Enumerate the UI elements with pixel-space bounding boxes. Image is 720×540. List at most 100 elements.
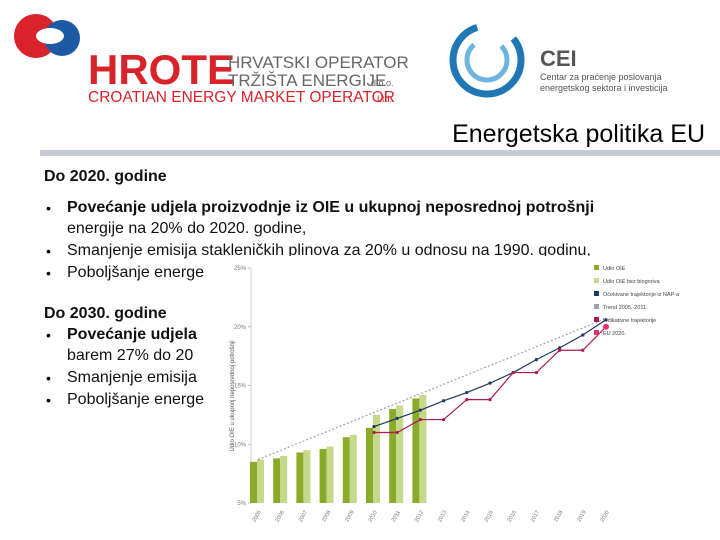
marker bbox=[465, 390, 469, 395]
line bbox=[374, 326, 607, 434]
chart: Udio OIE u ukupnoj neposrednoj potrošnji… bbox=[222, 256, 700, 536]
heading: Do 2030. godine bbox=[44, 305, 167, 322]
marker bbox=[534, 370, 538, 375]
x-tick-label: 2005 bbox=[251, 510, 262, 524]
legend-label: Udio OIE bez biogoriva bbox=[603, 279, 660, 285]
marker bbox=[581, 333, 585, 337]
logo-text: Centar za praćenje poslovanja bbox=[540, 72, 662, 82]
line bbox=[373, 319, 607, 428]
point bbox=[603, 323, 609, 330]
y-tick-label: 25% bbox=[234, 266, 247, 272]
y-tick-label: 20% bbox=[234, 325, 247, 331]
marker bbox=[488, 398, 492, 402]
bullet-text: Povećanje udjela bbox=[67, 326, 197, 343]
bar bbox=[373, 414, 380, 503]
bar bbox=[273, 458, 281, 503]
x-tick-label: 2010 bbox=[367, 510, 378, 524]
legend-swatch bbox=[594, 317, 599, 322]
x-tick-label: 2020 bbox=[599, 510, 610, 524]
marker bbox=[465, 398, 469, 402]
x-tick-label: 2013 bbox=[437, 510, 448, 524]
logo-text: CROATIAN ENERGY MARKET OPERATOR bbox=[88, 89, 395, 106]
marker bbox=[442, 399, 446, 403]
x-tick-label: 2011 bbox=[391, 510, 402, 523]
legend-swatch bbox=[594, 265, 599, 270]
bullet-text: Povećanje udjela proizvodnje iz OIE u uk… bbox=[67, 199, 595, 216]
legend-label: Trend 2005.-2011. bbox=[603, 305, 648, 311]
logo-text: CEI bbox=[540, 46, 577, 71]
slide-title: Energetska politika EU bbox=[452, 120, 705, 148]
y-tick-label: 5% bbox=[237, 501, 246, 507]
marker bbox=[511, 370, 515, 375]
bar bbox=[280, 456, 288, 503]
logo-text: d.o.o. bbox=[371, 78, 394, 88]
cei-logo bbox=[449, 22, 525, 98]
legend-swatch bbox=[594, 291, 599, 296]
bar bbox=[326, 446, 334, 503]
bar bbox=[342, 437, 350, 503]
marker bbox=[442, 417, 446, 422]
legend-swatch bbox=[594, 304, 599, 309]
y-axis-title: Udio OIE u ukupnoj neposrednoj potrošnji bbox=[230, 340, 236, 451]
bullet-text: barem 27% do 20 bbox=[67, 347, 194, 364]
logo-shape bbox=[36, 28, 64, 44]
marker bbox=[558, 348, 562, 352]
header: HROTE HRVATSKI OPERATOR TRŽIŠTA ENERGIJE… bbox=[14, 14, 720, 156]
marker bbox=[534, 358, 538, 362]
bar bbox=[366, 427, 373, 503]
bar bbox=[419, 394, 427, 503]
bullet-text: Smanjenje emisija bbox=[67, 369, 197, 386]
bar bbox=[257, 459, 264, 503]
marker bbox=[372, 425, 376, 429]
marker bbox=[558, 346, 562, 350]
x-tick-label: 2008 bbox=[321, 510, 332, 524]
marker bbox=[418, 408, 422, 412]
x-tick-label: 2006 bbox=[275, 510, 286, 524]
bullet-text: Poboljšanje energe bbox=[67, 391, 204, 408]
x-tick-label: 2016 bbox=[507, 510, 518, 524]
bar bbox=[412, 398, 420, 503]
logo-text: Ltd. bbox=[377, 94, 392, 104]
bullet-text: Poboljšanje energe bbox=[67, 264, 204, 281]
legend-label: Udio OIE bbox=[603, 266, 626, 272]
legend-swatch bbox=[594, 330, 599, 335]
bullet: • bbox=[46, 200, 51, 216]
bullet: • bbox=[46, 265, 51, 281]
marker bbox=[395, 430, 399, 435]
legend-swatch bbox=[594, 278, 599, 283]
logo-text: HRVATSKI OPERATOR bbox=[228, 53, 409, 72]
legend-label: Indikativne trajektorije bbox=[603, 318, 656, 324]
x-tick-label: 2015 bbox=[483, 510, 494, 524]
marker bbox=[418, 417, 422, 422]
x-tick-label: 2014 bbox=[460, 510, 471, 524]
heading: Do 2020. godine bbox=[44, 168, 167, 185]
bullet: • bbox=[46, 370, 51, 386]
marker bbox=[488, 381, 492, 385]
logo-text: TRŽIŠTA ENERGIJE bbox=[228, 71, 386, 90]
bar bbox=[349, 434, 357, 503]
x-tick-label: 2017 bbox=[530, 510, 541, 524]
marker bbox=[581, 348, 585, 352]
bullet-text: energije na 20% do 2020. godine, bbox=[67, 220, 307, 237]
x-tick-label: 2012 bbox=[414, 510, 425, 524]
title-rule bbox=[40, 150, 720, 156]
legend-label: EU 2020. bbox=[603, 331, 626, 337]
bullet: • bbox=[46, 392, 51, 408]
marker bbox=[372, 430, 376, 435]
y-tick-label: 10% bbox=[234, 442, 247, 448]
bullet: • bbox=[46, 243, 51, 259]
cei-logo bbox=[464, 37, 510, 83]
bullet: • bbox=[46, 327, 51, 343]
x-tick-label: 2018 bbox=[553, 510, 564, 524]
logo-text: HROTE bbox=[88, 46, 235, 93]
marker bbox=[604, 318, 608, 322]
y-tick-label: 15% bbox=[234, 384, 247, 390]
bar bbox=[319, 448, 327, 503]
bullet-text: Smanjenje emisija stakleničkih plinova z… bbox=[67, 242, 591, 259]
x-tick-label: 2007 bbox=[298, 510, 309, 524]
bar bbox=[303, 450, 311, 503]
x-tick-label: 2009 bbox=[344, 510, 355, 524]
x-tick-label: 2019 bbox=[576, 510, 587, 524]
bar bbox=[250, 461, 257, 503]
